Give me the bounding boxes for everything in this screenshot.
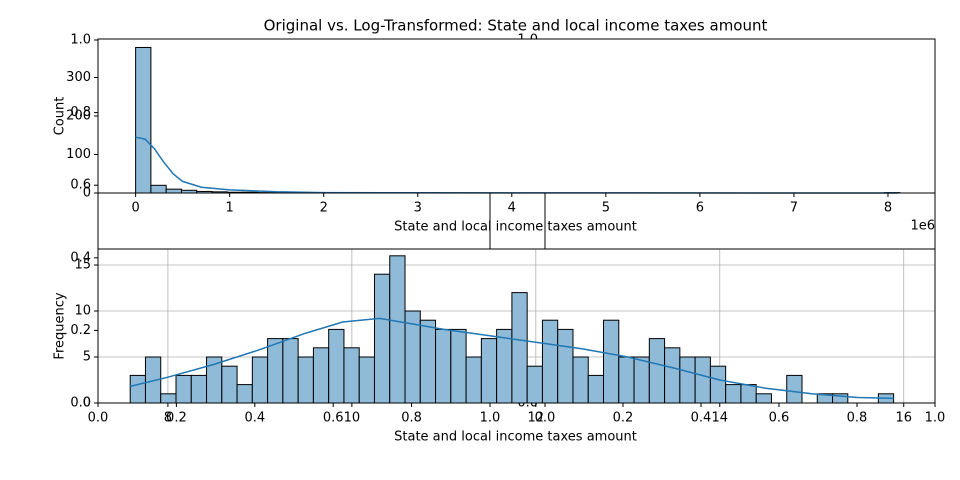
x-tick-label: 0.4 bbox=[244, 411, 265, 426]
histogram-bar bbox=[435, 328, 452, 404]
x-tick-label: 0.8 bbox=[847, 411, 868, 426]
x-tick-label: 12 bbox=[528, 411, 545, 426]
y-tick-label: 0.4 bbox=[70, 250, 91, 265]
x-tick-label: 1.0 bbox=[925, 411, 946, 426]
y-tick-label: 15 bbox=[74, 258, 91, 273]
histogram-bar bbox=[419, 319, 437, 404]
x-tick-label: 0.4 bbox=[691, 411, 712, 426]
histogram-bar bbox=[150, 184, 167, 194]
histogram-bar bbox=[450, 328, 467, 404]
histogram-bar bbox=[725, 384, 742, 404]
histogram-bar bbox=[175, 374, 192, 404]
x-tick-label: 2 bbox=[320, 201, 328, 216]
y-tick-label: 300 bbox=[66, 70, 91, 85]
histogram-bar bbox=[648, 338, 666, 404]
x-tick-label: 0.8 bbox=[401, 411, 422, 426]
histogram-bar bbox=[694, 356, 711, 404]
histogram-bar bbox=[465, 356, 482, 404]
histogram-bar bbox=[165, 188, 182, 194]
axes-frame bbox=[97, 248, 936, 404]
histogram-bar bbox=[526, 365, 543, 404]
histogram-bar bbox=[587, 374, 605, 404]
histogram-bar bbox=[496, 328, 513, 404]
histogram-bar bbox=[633, 356, 650, 404]
x-tick-label: 0.0 bbox=[88, 411, 109, 426]
x-tick-label: 1 bbox=[226, 201, 234, 216]
y-axis-label: Frequency bbox=[53, 292, 68, 359]
y-tick-label: 200 bbox=[66, 109, 91, 124]
histogram-bar bbox=[135, 46, 152, 194]
y-tick-label: 0 bbox=[83, 186, 91, 201]
histogram-bar bbox=[297, 356, 314, 404]
x-tick-label: 0.2 bbox=[166, 411, 187, 426]
x-tick-label: 14 bbox=[711, 411, 728, 426]
histogram-bar bbox=[664, 347, 681, 404]
histogram-bar bbox=[160, 393, 177, 404]
histogram-bar bbox=[343, 347, 360, 404]
x-tick-label: 7 bbox=[790, 201, 798, 216]
x-tick-label: 0 bbox=[131, 201, 139, 216]
histogram-bar bbox=[740, 384, 757, 404]
x-axis-label: State and local income taxes amount bbox=[394, 430, 637, 445]
kde-line bbox=[130, 317, 894, 400]
x-tick-label: 5 bbox=[602, 201, 610, 216]
x-tick-label: 4 bbox=[508, 201, 516, 216]
histogram-bar bbox=[282, 338, 299, 404]
x-tick-label: 10 bbox=[344, 411, 361, 426]
histogram-bar bbox=[236, 384, 253, 404]
histogram-bar bbox=[541, 319, 559, 404]
histogram-bar bbox=[480, 338, 498, 404]
histogram-bar bbox=[709, 365, 727, 404]
histogram-bar bbox=[557, 328, 574, 404]
histogram-bar bbox=[755, 393, 772, 404]
histogram-bar bbox=[373, 273, 391, 404]
y-tick-label: 0.2 bbox=[70, 323, 91, 338]
histogram-bar bbox=[129, 374, 146, 404]
histogram-bar bbox=[221, 365, 238, 404]
x-tick-label: 0.6 bbox=[769, 411, 790, 426]
histogram-bar bbox=[190, 374, 208, 404]
y-tick-label: 0.8 bbox=[70, 105, 91, 120]
plot-area bbox=[98, 39, 935, 193]
x-tick-label: 8 bbox=[164, 411, 172, 426]
histogram-bar bbox=[511, 292, 528, 404]
histogram-bar bbox=[679, 356, 696, 404]
y-tick-label: 0.6 bbox=[70, 178, 91, 193]
chart-title: Original vs. Log-Transformed: State and … bbox=[264, 17, 768, 35]
x-tick-label: 0.2 bbox=[613, 411, 634, 426]
histogram-bar bbox=[786, 374, 803, 404]
y-tick-label: 5 bbox=[83, 350, 91, 365]
x-offset-label: 1e6 bbox=[910, 219, 935, 234]
x-tick-label: 16 bbox=[895, 411, 912, 426]
y-tick-label: 10 bbox=[74, 304, 91, 319]
histogram-bar bbox=[618, 356, 635, 404]
y-tick-label: 0 bbox=[83, 396, 91, 411]
histogram-bar bbox=[251, 356, 269, 404]
y-tick-label: 100 bbox=[66, 147, 91, 162]
x-tick-label: 1.0 bbox=[480, 411, 501, 426]
histogram-bar bbox=[358, 356, 375, 404]
x-tick-label: 0.6 bbox=[323, 411, 344, 426]
x-tick-label: 0.0 bbox=[535, 411, 556, 426]
x-tick-label: 8 bbox=[884, 201, 892, 216]
histogram-bar bbox=[572, 356, 589, 404]
x-axis-label: State and local income taxes amount bbox=[394, 220, 637, 235]
y-tick-label: 0.0 bbox=[70, 396, 91, 411]
histogram-bar bbox=[603, 319, 620, 404]
x-tick-label: 3 bbox=[414, 201, 422, 216]
histogram-bar bbox=[389, 255, 406, 404]
histogram-bar bbox=[312, 347, 330, 404]
histogram-bar bbox=[328, 328, 345, 404]
y-axis-label: Count bbox=[53, 97, 68, 136]
histogram-bar bbox=[267, 338, 284, 404]
y-tick-label: 1.0 bbox=[70, 33, 91, 48]
x-tick-label: 6 bbox=[696, 201, 704, 216]
